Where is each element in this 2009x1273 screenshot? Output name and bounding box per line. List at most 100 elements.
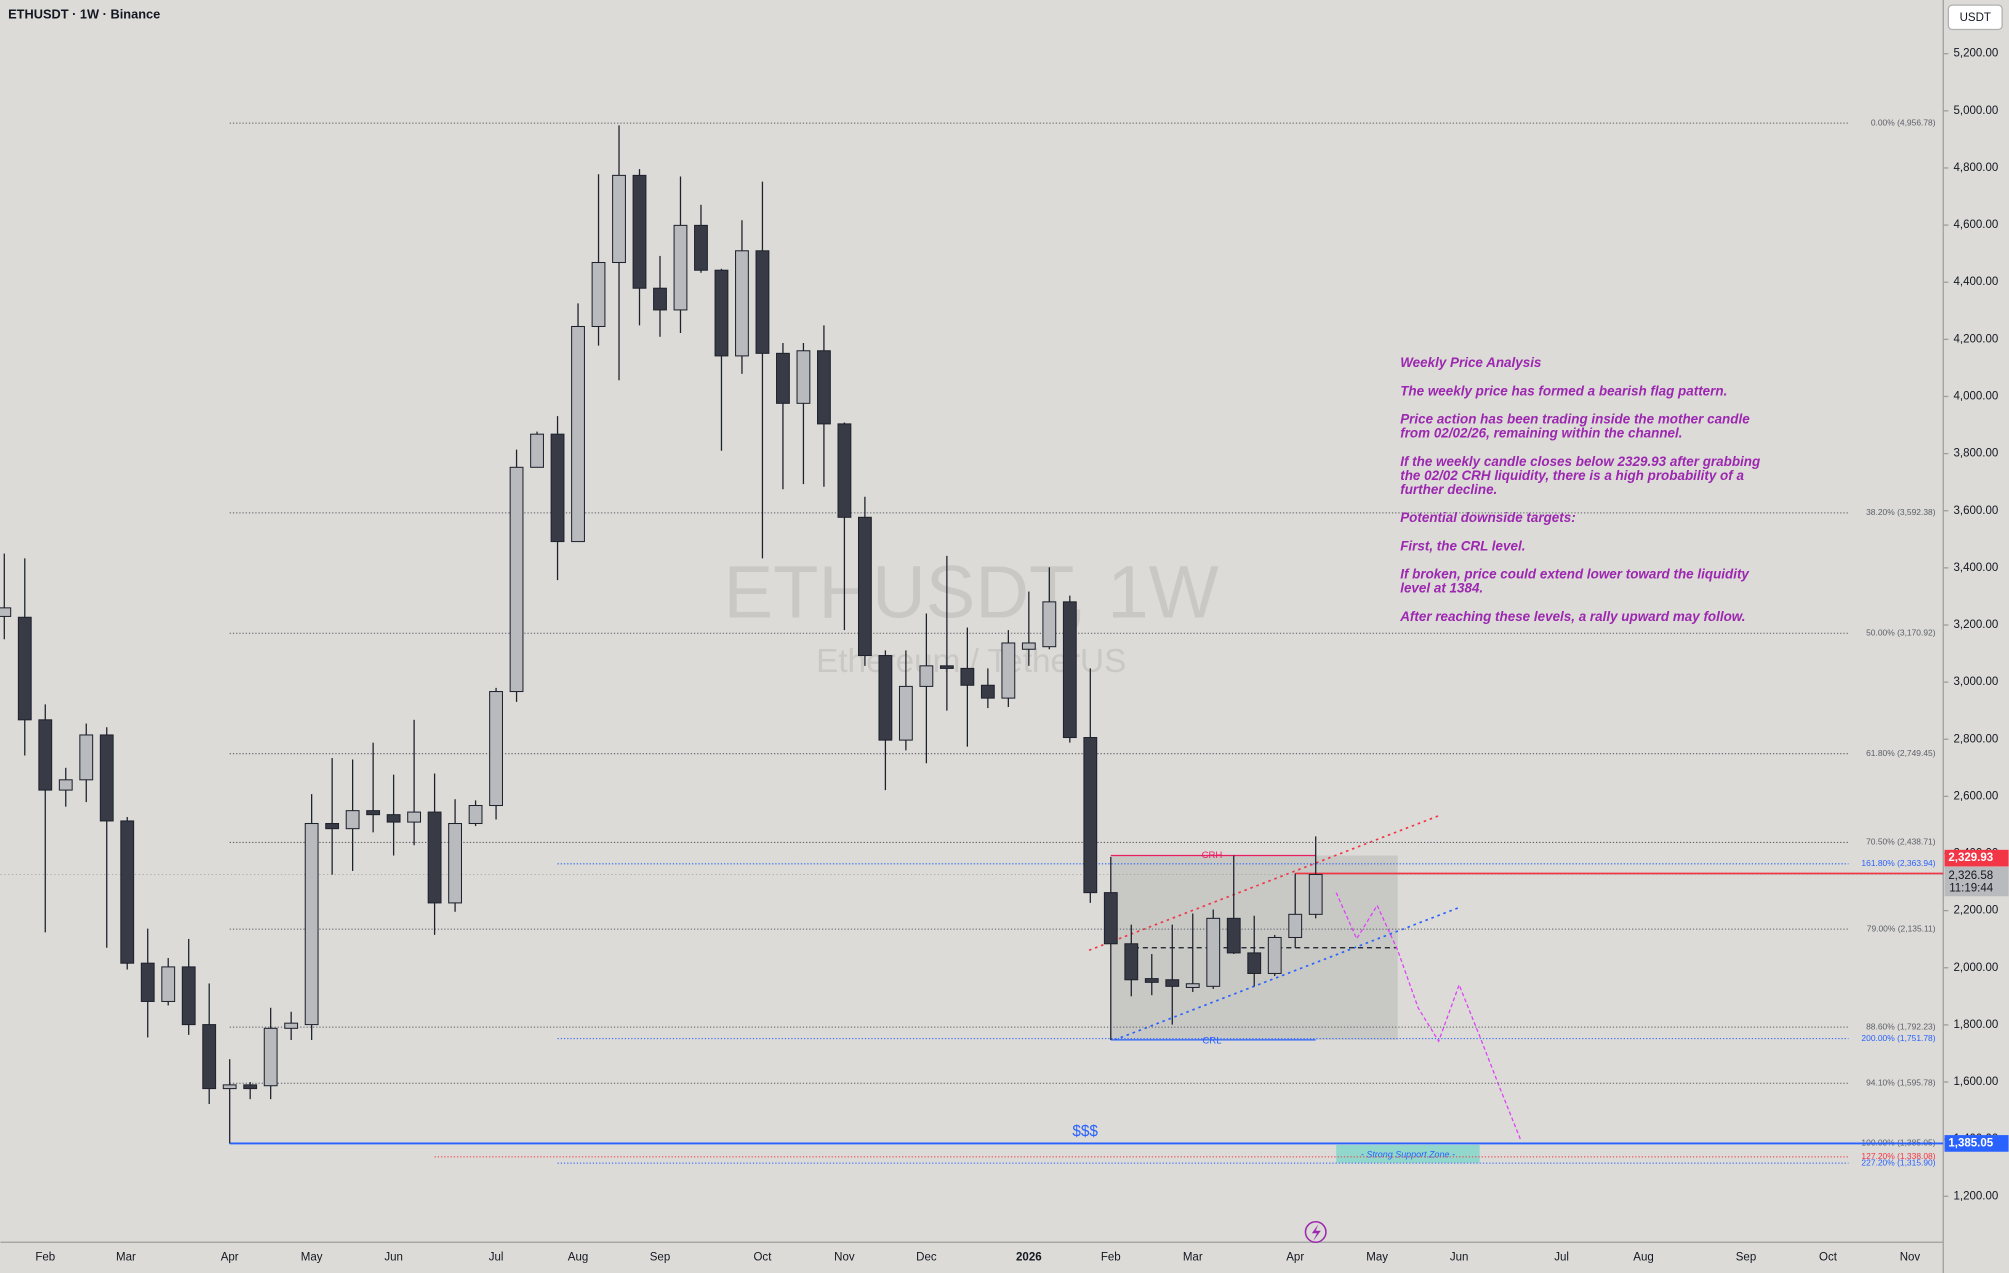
fib-label: 200.00% (1,751.78) <box>1861 1033 1935 1043</box>
fib-label: 94.10% (1,595.78) <box>1866 1077 1936 1087</box>
analysis-text: Price action has been trading inside the… <box>1400 412 1750 427</box>
candle-body <box>857 516 872 657</box>
y-tick-label: 2,800.00 <box>1953 733 1998 745</box>
candle-body <box>1165 979 1180 987</box>
candle-body <box>530 433 544 468</box>
analysis-text: from 02/02/26, remaining within the chan… <box>1400 426 1682 441</box>
event-icon <box>1304 1221 1327 1244</box>
crh-label: CRH <box>1202 850 1223 861</box>
analysis-text: First, the CRL level. <box>1400 538 1525 553</box>
analysis-text: If broken, price could extend lower towa… <box>1400 567 1750 582</box>
x-tick-label: Apr <box>221 1252 239 1264</box>
x-tick-label: Aug <box>1633 1252 1654 1264</box>
projection-path <box>1335 892 1522 1141</box>
fib-label: 0.00% (4,956.78) <box>1871 117 1936 127</box>
support-zone-label: - Strong Support Zone - <box>1361 1150 1455 1160</box>
candle-body <box>1083 737 1098 894</box>
candle-body <box>468 805 483 825</box>
candle-body <box>140 962 155 1002</box>
candle-body <box>222 1084 237 1090</box>
candle-body <box>550 433 565 543</box>
candle-body <box>1062 601 1077 739</box>
candle-body <box>120 820 135 964</box>
x-tick-label: Aug <box>568 1252 589 1264</box>
y-tick-label: 5,200.00 <box>1953 48 1998 60</box>
x-tick-label: Nov <box>834 1252 855 1264</box>
candle-body <box>694 224 708 271</box>
y-tick-label: 2,600.00 <box>1953 790 1998 802</box>
candle-body <box>243 1084 258 1090</box>
x-tick-label: Dec <box>916 1252 937 1264</box>
y-tick-label: 3,800.00 <box>1953 448 1998 460</box>
currency-button[interactable] <box>1947 4 2003 31</box>
candle-body <box>1288 913 1303 938</box>
candle-body <box>960 667 975 686</box>
fib-label: 70.50% (2,438.71) <box>1866 837 1936 847</box>
x-tick-label: Sep <box>1736 1252 1757 1264</box>
analysis-text: The weekly price has formed a bearish fl… <box>1400 383 1727 398</box>
analysis-text: Weekly Price Analysis <box>1400 355 1542 370</box>
candle-body <box>79 734 94 781</box>
candle-body <box>17 616 32 721</box>
analysis-text: further decline. <box>1400 482 1497 497</box>
x-tick-label: Jun <box>1450 1252 1469 1264</box>
candle-body <box>58 779 73 791</box>
fib-label: 127.20% (1,338.08) <box>1861 1151 1935 1161</box>
candle-body <box>878 655 893 741</box>
candle-body <box>1226 917 1241 954</box>
x-tick-label: Oct <box>753 1252 772 1264</box>
currency-label[interactable]: USDT <box>1960 12 1991 24</box>
x-tick-label: Jul <box>489 1252 504 1264</box>
candle-body <box>1308 873 1323 915</box>
candle-body <box>448 822 463 904</box>
candle-body <box>735 250 749 357</box>
last-price-label: 2,326.58 <box>1948 870 1993 882</box>
candle-body <box>653 287 667 311</box>
watermark-symbol: ETHUSDT, 1W <box>724 551 1219 634</box>
candle-body <box>1144 978 1159 983</box>
fib-label: 50.00% (3,170.92) <box>1866 628 1936 638</box>
candle-body <box>263 1027 278 1087</box>
y-tick-label: 5,000.00 <box>1953 105 1998 117</box>
candle-body <box>632 174 647 289</box>
candle-body <box>325 822 340 830</box>
x-tick-label: Nov <box>1900 1252 1921 1264</box>
liquidity-label: $$$ <box>1072 1123 1098 1140</box>
x-tick-label: 2026 <box>1016 1252 1042 1264</box>
candle-body <box>345 810 360 830</box>
candle-body <box>386 814 401 823</box>
y-tick-label: 3,000.00 <box>1953 676 1998 688</box>
candle-body <box>1267 936 1282 974</box>
candle-body <box>673 224 688 311</box>
last-price-box <box>1944 866 2009 897</box>
fib-label: 79.00% (2,135.11) <box>1867 923 1936 933</box>
candle-body <box>0 607 12 617</box>
x-tick-label: Feb <box>1101 1252 1121 1264</box>
x-tick-label: Jun <box>384 1252 403 1264</box>
y-tick-label: 2,200.00 <box>1953 905 1998 917</box>
candle-body <box>366 810 381 816</box>
candle-body <box>939 665 954 669</box>
candle-body <box>38 719 53 791</box>
y-tick-label: 4,200.00 <box>1953 333 1998 345</box>
candle-body <box>898 685 913 741</box>
candle-body <box>99 734 114 822</box>
candle-body <box>1247 952 1262 974</box>
x-tick-label: Sep <box>650 1252 671 1264</box>
candle-body <box>776 352 790 404</box>
y-tick-label: 4,800.00 <box>1953 162 1998 174</box>
fib-label: 38.20% (3,592.38) <box>1866 507 1936 517</box>
candle-body <box>1021 642 1036 650</box>
x-tick-label: May <box>301 1252 323 1264</box>
y-tick-label: 1,200.00 <box>1953 1190 1998 1202</box>
candle-body <box>612 174 626 264</box>
y-tick-label: 1,800.00 <box>1953 1019 1998 1031</box>
y-tick-label: 1,600.00 <box>1953 1076 1998 1088</box>
crl-label: CRL <box>1202 1036 1222 1047</box>
y-tick-label: 4,000.00 <box>1953 391 1998 403</box>
y-tick-label: 3,600.00 <box>1953 505 1998 517</box>
price-label-box <box>1944 1135 2009 1152</box>
